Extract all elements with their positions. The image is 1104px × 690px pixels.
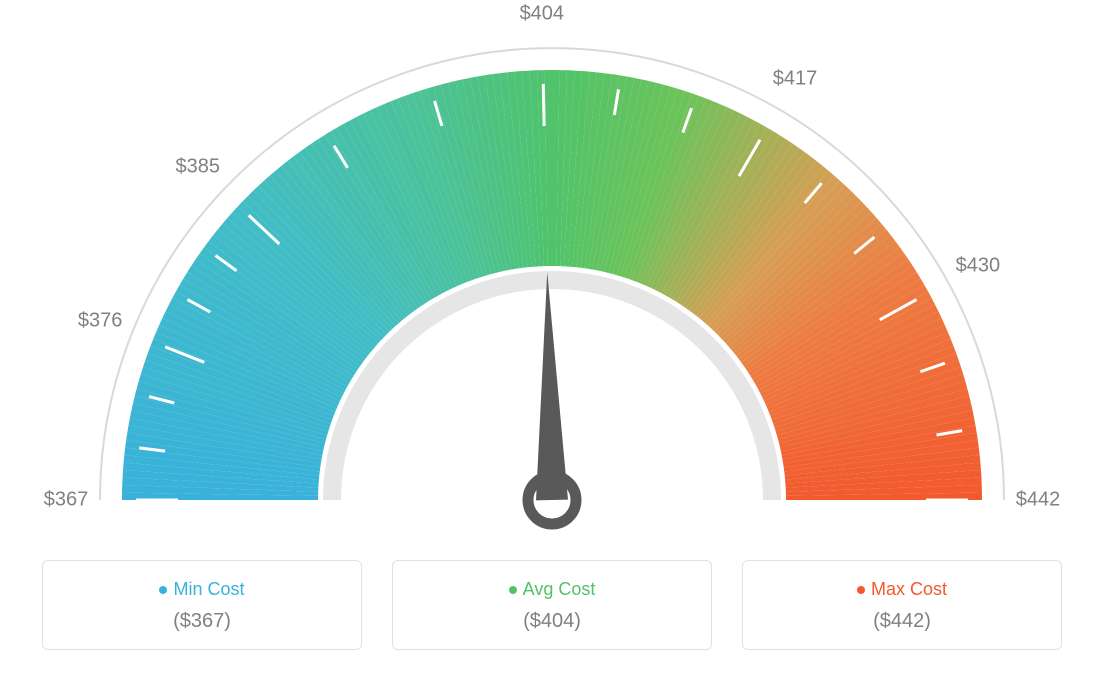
avg-cost-label: Avg Cost [523,579,596,599]
max-cost-card: Max Cost ($442) [742,560,1062,650]
max-cost-label: Max Cost [871,579,947,599]
gauge-tick-label: $367 [44,489,89,512]
gauge-area: $367 $376 $385 $404 $417 $430 $442 [0,0,1104,560]
min-dot [159,586,167,594]
min-cost-card: Min Cost ($367) [42,560,362,650]
gauge-tick-label: $442 [1016,489,1061,512]
max-cost-title: Max Cost [753,579,1051,600]
gauge-tick-label: $430 [956,254,1001,277]
gauge-svg [0,0,1104,560]
gauge-tick-label: $417 [773,68,818,91]
avg-cost-title: Avg Cost [403,579,701,600]
cost-gauge-chart: $367 $376 $385 $404 $417 $430 $442 Min Cost ($… [0,0,1104,690]
max-cost-value: ($442) [753,610,1051,633]
avg-cost-card: Avg Cost ($404) [392,560,712,650]
max-dot [857,586,865,594]
avg-cost-value: ($404) [403,610,701,633]
min-cost-label: Min Cost [173,579,244,599]
gauge-tick-label: $404 [520,3,565,26]
min-cost-title: Min Cost [53,579,351,600]
summary-cards: Min Cost ($367) Avg Cost ($404) Max Cost… [0,560,1104,650]
gauge-tick-label: $385 [175,156,220,179]
gauge-tick-label: $376 [78,310,123,333]
avg-dot [509,586,517,594]
min-cost-value: ($367) [53,610,351,633]
